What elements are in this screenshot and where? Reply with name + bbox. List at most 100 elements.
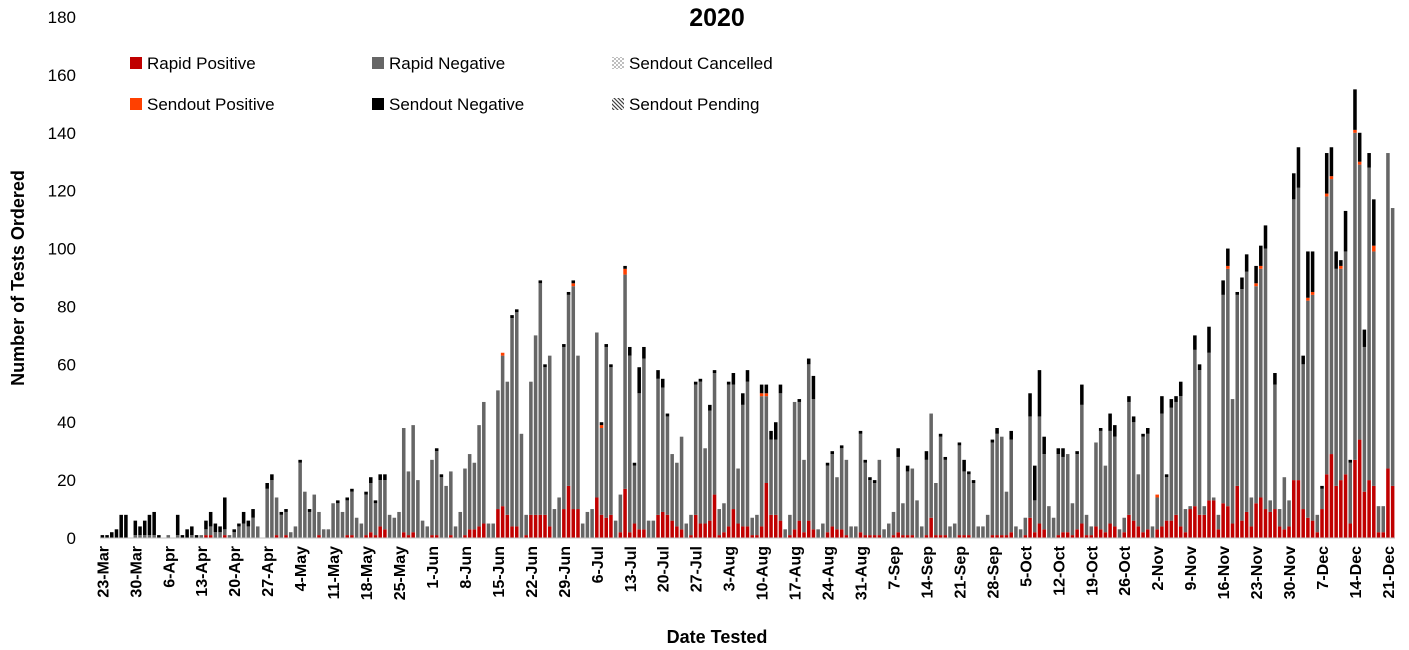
x-tick-label: 22-Jun xyxy=(524,546,541,598)
bar-segment xyxy=(910,468,915,536)
bar-segment xyxy=(1259,265,1263,269)
bar-segment xyxy=(1320,509,1324,538)
bar-segment xyxy=(1155,529,1159,538)
bar-segment xyxy=(529,514,533,538)
bar-segment xyxy=(416,480,420,538)
bar-segment xyxy=(773,422,778,440)
bar-segment xyxy=(514,312,519,527)
bar-segment xyxy=(1362,491,1367,538)
bar-segment xyxy=(797,401,802,521)
bar-segment xyxy=(378,526,382,538)
bar-segment xyxy=(1056,448,1061,455)
bar-segment xyxy=(896,456,900,533)
bar-segment xyxy=(825,462,830,466)
bar-segment xyxy=(1032,532,1037,538)
bar-segment xyxy=(1343,210,1348,252)
bar-segment xyxy=(1315,532,1320,538)
bar-segment xyxy=(1273,373,1277,385)
bar-segment xyxy=(637,367,641,394)
bar-segment xyxy=(514,526,519,538)
bar-segment xyxy=(514,309,519,313)
bar-segment xyxy=(1028,517,1032,538)
y-tick-label: 100 xyxy=(48,240,76,259)
x-tick-label: 26-Oct xyxy=(1117,545,1134,595)
bar-segment xyxy=(722,532,726,538)
bar-segment xyxy=(759,384,764,394)
bar-segment xyxy=(830,454,835,527)
bar-segment xyxy=(274,497,279,536)
bar-segment xyxy=(1390,208,1395,486)
bar-segment xyxy=(557,497,561,538)
bar-segment xyxy=(1084,514,1089,536)
bar-segment xyxy=(1244,271,1249,512)
legend-swatch xyxy=(612,57,624,69)
bar-segment xyxy=(1287,500,1291,527)
bar-segment xyxy=(354,517,359,538)
bar-segment xyxy=(609,367,613,515)
bar-segment xyxy=(383,474,387,481)
x-tick-label: 30-Nov xyxy=(1282,546,1299,599)
bar-segment xyxy=(1146,529,1150,538)
bar-segment xyxy=(500,506,505,538)
bar-segment xyxy=(1023,517,1028,536)
bar-segment xyxy=(1390,485,1395,538)
bar-segment xyxy=(778,520,783,538)
x-tick-label: 1-Jun xyxy=(425,546,442,589)
bar-segment xyxy=(1160,413,1164,527)
bar-segment xyxy=(1098,430,1103,530)
legend-label: Rapid Negative xyxy=(389,54,505,73)
bar-segment xyxy=(237,526,241,538)
bar-segment xyxy=(679,529,684,538)
x-tick-label: 17-Aug xyxy=(788,546,805,600)
bar-segment xyxy=(284,511,288,536)
bar-segment xyxy=(1339,260,1343,266)
x-tick-label: 24-Aug xyxy=(821,546,838,600)
bar-segment xyxy=(623,265,627,269)
bar-segment xyxy=(802,459,806,533)
bar-segment xyxy=(1291,173,1296,200)
x-tick-label: 2-Nov xyxy=(1150,546,1167,591)
bar-segment xyxy=(1178,396,1183,527)
bar-segment xyxy=(1226,506,1230,538)
bar-segment xyxy=(284,509,288,512)
bar-segment xyxy=(571,280,576,284)
x-tick-label: 4-May xyxy=(293,546,310,591)
bar-segment xyxy=(703,523,707,538)
bar-segment xyxy=(821,523,825,538)
bar-segment xyxy=(166,535,171,538)
bar-segment xyxy=(660,387,665,512)
bar-segment xyxy=(566,485,571,538)
bar-segment xyxy=(571,283,576,287)
bar-segment xyxy=(218,526,222,533)
bar-segment xyxy=(590,509,594,538)
bar-segment xyxy=(1061,532,1065,538)
bar-segment xyxy=(585,511,590,538)
bar-segment xyxy=(1160,396,1164,414)
bar-segment xyxy=(1207,326,1211,353)
bar-segment xyxy=(1310,294,1315,521)
bar-segment xyxy=(477,425,481,527)
bar-segment xyxy=(755,514,759,536)
bar-segment xyxy=(519,433,524,538)
bar-segment xyxy=(623,488,627,538)
bar-segment xyxy=(957,445,962,536)
bar-segment xyxy=(755,535,759,538)
bar-segment xyxy=(444,485,448,538)
bar-segment xyxy=(858,532,863,538)
bar-segment xyxy=(369,483,373,533)
bar-segment xyxy=(656,514,660,538)
x-tick-label: 20-Jul xyxy=(656,546,673,592)
bar-segment xyxy=(378,480,382,527)
bar-segment xyxy=(995,428,999,434)
bar-segment xyxy=(307,509,312,512)
x-tick-label: 13-Jul xyxy=(623,546,640,592)
bar-segment xyxy=(1032,500,1037,533)
bar-segment xyxy=(100,535,105,538)
bar-segment xyxy=(938,535,943,538)
bar-segment xyxy=(510,318,514,527)
bar-segment xyxy=(1188,509,1192,538)
bar-segment xyxy=(698,381,703,524)
bar-segment xyxy=(1004,491,1009,536)
bar-segment xyxy=(1042,436,1046,455)
bar-segment xyxy=(350,491,354,536)
